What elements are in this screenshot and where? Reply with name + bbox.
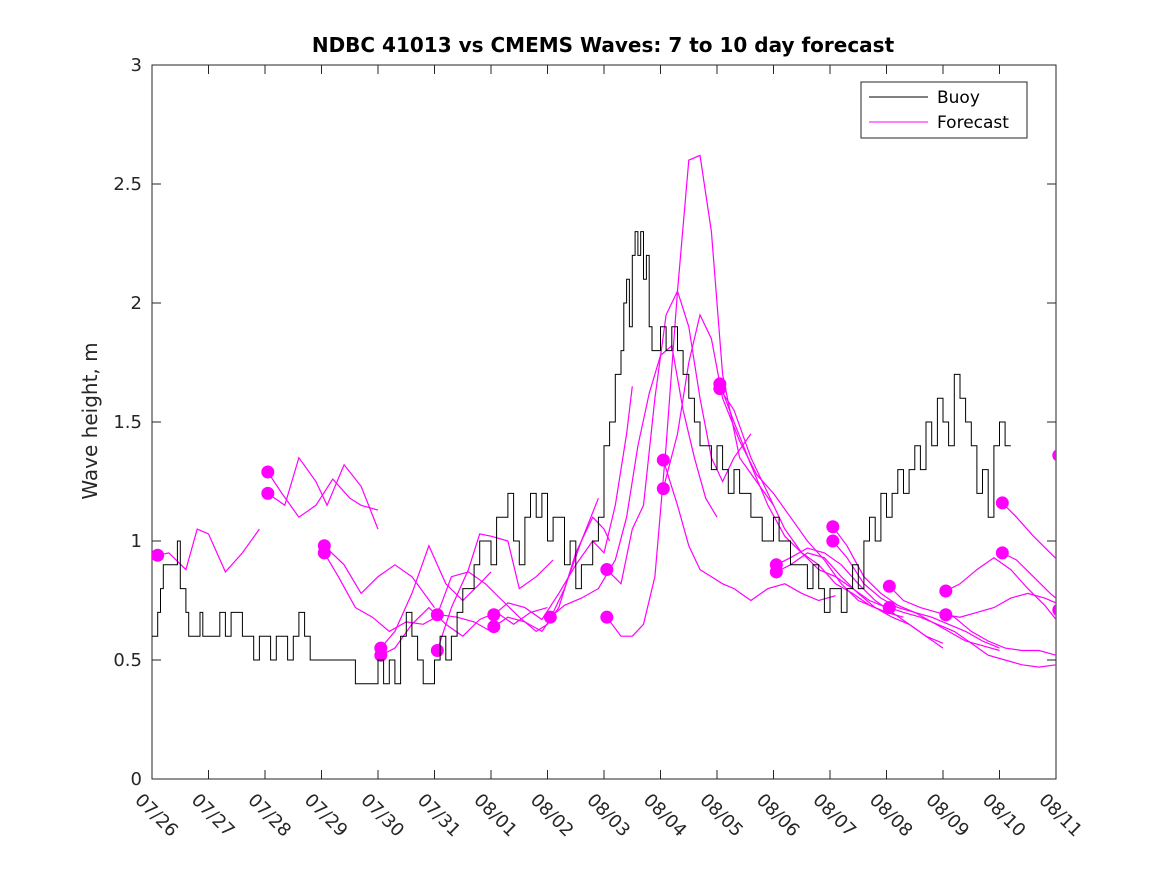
forecast-line — [157, 528, 260, 573]
forecast-line — [662, 313, 887, 613]
forecast-start-point — [261, 486, 275, 500]
x-tick-label: 08/11 — [1034, 790, 1086, 842]
x-tick-label: 08/06 — [752, 790, 804, 842]
y-axis-label: Wave height, m — [78, 342, 102, 499]
series-group — [152, 154, 1124, 685]
x-tick-label: 08/02 — [526, 790, 578, 842]
y-tick-label: 0 — [131, 769, 142, 790]
chart-title: NDBC 41013 vs CMEMS Waves: 7 to 10 day f… — [312, 33, 895, 57]
forecast-line — [493, 516, 611, 633]
forecast-line — [549, 344, 718, 618]
legend-forecast-label: Forecast — [937, 113, 1009, 133]
forecast-start-point — [995, 496, 1009, 510]
forecast-line — [380, 544, 492, 649]
forecast-start-point — [882, 601, 896, 615]
legend-buoy-label: Buoy — [937, 88, 980, 108]
x-tick-label: 08/01 — [469, 790, 521, 842]
y-tick-label: 0.5 — [113, 650, 142, 671]
forecast-start-point — [769, 565, 783, 579]
x-tick-label: 08/03 — [582, 790, 634, 842]
forecast-start-point — [487, 620, 501, 634]
forecast-line — [945, 556, 1056, 620]
legend-box — [860, 81, 1028, 139]
forecast-start-point — [317, 546, 331, 560]
x-tick-label: 07/31 — [413, 790, 465, 842]
x-tick-label: 07/30 — [356, 790, 408, 842]
x-tick-label: 08/10 — [978, 790, 1030, 842]
forecast-line — [267, 471, 379, 519]
forecast-line — [436, 533, 554, 651]
forecast-start-point — [600, 610, 614, 624]
forecast-start-point — [656, 453, 670, 467]
forecast-start-point — [1052, 604, 1056, 616]
y-tick-label: 1 — [131, 531, 142, 552]
x-tick-label: 08/04 — [639, 790, 691, 842]
plot-frame — [151, 64, 1057, 780]
forecast-start-point — [1052, 449, 1056, 462]
forecast-line — [889, 607, 1056, 668]
forecast-line — [945, 592, 1056, 618]
x-tick-label: 08/05 — [695, 790, 747, 842]
forecast-line — [1059, 610, 1124, 636]
y-tick-label: 1.5 — [113, 412, 142, 433]
forecast-start-point — [882, 579, 896, 593]
forecast-line — [1001, 502, 1056, 560]
forecast-start-point — [656, 482, 670, 496]
buoy-line — [152, 231, 1011, 685]
x-tick-label: 07/26 — [130, 790, 182, 842]
forecast-start-point — [826, 534, 840, 548]
forecast-line — [776, 552, 944, 649]
forecast-line — [606, 154, 774, 637]
x-tick-label: 08/07 — [808, 790, 860, 842]
forecast-start-point — [152, 548, 165, 562]
forecast-start-point — [430, 643, 444, 657]
x-tick-label: 07/27 — [187, 790, 239, 842]
forecast-line — [719, 388, 904, 618]
forecast-start-point — [487, 608, 501, 622]
forecast-start-point — [713, 382, 727, 396]
forecast-start-point — [826, 520, 840, 534]
x-tick-label: 07/28 — [243, 790, 295, 842]
forecast-line — [1059, 455, 1124, 517]
forecast-start-point — [430, 608, 444, 622]
forecast-line — [1002, 552, 1056, 599]
x-tick-label: 08/08 — [865, 790, 917, 842]
forecast-start-point — [374, 648, 388, 662]
forecast-line — [888, 585, 1056, 656]
forecast-line — [662, 459, 836, 602]
forecast-line — [267, 456, 379, 530]
forecast-start-point — [543, 610, 557, 624]
y-tick-label: 2.5 — [113, 174, 142, 195]
legend: Buoy Forecast — [860, 81, 1028, 139]
forecast-line — [323, 545, 435, 608]
x-tick-label: 07/29 — [300, 790, 352, 842]
forecast-start-point — [939, 584, 953, 598]
plot-area: 0 0.5 1 1.5 2 2.5 3 07/26 07/27 07/28 07/29 07/30 07… — [113, 55, 1124, 842]
forecast-start-point — [995, 546, 1009, 560]
y-tick-label: 2 — [131, 293, 142, 314]
forecast-start-point — [261, 465, 275, 479]
forecast-start-point — [939, 608, 953, 622]
y-tick-label: 3 — [131, 55, 142, 76]
x-tick-label: 08/09 — [921, 790, 973, 842]
forecast-start-point — [600, 563, 614, 577]
